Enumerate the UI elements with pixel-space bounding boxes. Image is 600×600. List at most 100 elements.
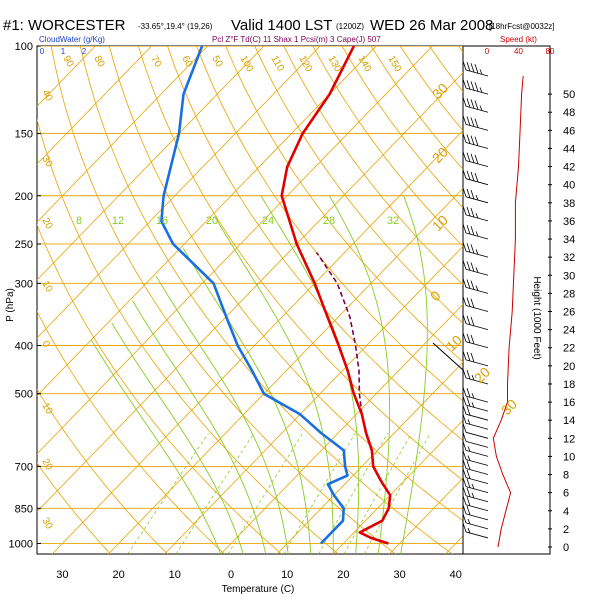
right-isotherm-label: 30	[498, 396, 520, 418]
dry-adiabat-line	[37, 223, 282, 554]
wind-barb-staff	[465, 459, 489, 466]
legend-parcel-params: Pcl Z°F Td(C) 11 Shax 1 Pcsi(m) 3 Cape(J…	[212, 35, 381, 44]
wind-barb-flag	[462, 468, 467, 478]
wind-barb-half	[467, 419, 471, 425]
chart-date: WED 26 Mar 2008	[370, 17, 493, 34]
wind-barb-staff	[465, 522, 489, 530]
right-y-axis-label: Height (1000 Feet)	[531, 276, 542, 359]
right-isotherm-label: 20	[471, 364, 493, 386]
wind-barb-half	[471, 375, 475, 381]
height-tick-label: 10	[563, 451, 575, 463]
wind-barb-staff	[465, 431, 489, 439]
wind-barb-flag	[462, 169, 467, 179]
wind-barb-flag	[462, 296, 467, 306]
left-isotherm-label: 40	[39, 88, 54, 104]
wind-frame	[462, 45, 551, 555]
wind-barb-flag	[466, 243, 471, 253]
wind-barb-flag	[466, 351, 471, 362]
chart-valid: Valid 1400 LST	[231, 17, 332, 34]
dry-adiabat-line	[79, 46, 453, 554]
wind-barb-half	[471, 492, 475, 499]
wind-barb-flag	[474, 172, 479, 183]
wind-barb-flag	[462, 386, 467, 397]
wind-barb-flag	[470, 81, 475, 91]
speed-tick-label: 40	[514, 47, 523, 56]
wind-barb-staff	[465, 495, 489, 503]
wind-barb	[462, 477, 489, 494]
wind-barb-flag	[462, 477, 467, 487]
wind-barb-half	[467, 518, 471, 525]
wind-barb	[462, 223, 489, 240]
isobar-lines	[37, 46, 463, 544]
wind-barb-flag	[466, 116, 471, 126]
temperature-tick-label: 10	[169, 569, 181, 581]
wind-barb	[462, 278, 489, 294]
wind-barb-flag	[466, 397, 471, 407]
wind-barb	[462, 450, 489, 466]
wind-barb-flag	[466, 406, 471, 416]
wind-barb-flag	[466, 297, 471, 307]
wind-barb-flag	[462, 450, 467, 460]
moist-adiabat-label: 8	[76, 215, 82, 227]
wind-barb-flag	[466, 469, 471, 479]
wind-barb-flag	[462, 260, 467, 270]
temperature-tick-label: 40	[450, 569, 462, 581]
cloudwater-tick-label: 2	[82, 47, 87, 56]
wind-barb-staff	[465, 531, 489, 539]
isotherm-line	[276, 361, 463, 554]
isotherm-line	[37, 46, 321, 339]
wind-barb-flag	[470, 207, 475, 218]
wind-barb	[462, 386, 489, 403]
wind-barb	[462, 504, 489, 521]
pressure-tick-label: 1000	[9, 538, 33, 550]
moist-adiabat-line	[132, 300, 267, 554]
wind-barb-flag	[462, 486, 467, 496]
wind-barb-flag	[462, 522, 467, 533]
wind-barb-flag	[466, 261, 471, 271]
mixing-ratio-line	[343, 432, 412, 554]
top-isotherm-label: 120	[296, 54, 314, 74]
temperature-tick-label: 20	[337, 569, 349, 581]
wind-barb-flag	[474, 118, 479, 128]
dry-adiabat-line	[37, 118, 339, 554]
wind-barb-flag	[466, 170, 471, 180]
moist-adiabat-line	[182, 247, 312, 554]
right-isotherm-label: 0	[427, 287, 444, 304]
mixing-ratio-line	[283, 432, 356, 554]
wind-barb-flag	[470, 226, 475, 236]
wind-barb-staff	[465, 395, 489, 403]
pressure-tick-label: 850	[15, 503, 33, 515]
mixing-ratio-line	[127, 432, 209, 554]
left-isotherm-label: 10	[39, 279, 54, 295]
wind-barb	[462, 97, 489, 113]
wind-barb-flag	[470, 280, 475, 290]
height-tick-label: 20	[563, 361, 575, 373]
wind-barb-flag	[466, 206, 471, 217]
wind-barb-flag	[462, 332, 467, 342]
chart-forecast: [18hrFcst@0032z]	[489, 22, 554, 31]
speed-tick-label: 80	[546, 47, 555, 56]
wind-barb-flag	[462, 432, 467, 442]
height-tick-label: 12	[563, 433, 575, 445]
pressure-tick-label: 150	[15, 129, 33, 141]
dry-adiabat-line	[196, 46, 463, 402]
top-isotherm-label: 90	[60, 54, 75, 70]
wind-barb	[462, 332, 489, 349]
wind-barb-half	[475, 194, 479, 201]
pressure-tick-label: 300	[15, 278, 33, 290]
wind-barb-staff	[465, 477, 489, 484]
wind-barb-half	[479, 87, 483, 93]
wind-barb-half	[471, 483, 475, 490]
legend-cloudwater: CloudWater (g/Kg)	[39, 35, 105, 44]
isotherm-line	[37, 46, 433, 455]
wind-barb-flag	[462, 495, 467, 505]
wind-barb-flag	[466, 279, 471, 289]
isotherm-line	[108, 187, 463, 554]
top-isotherm-label: 140	[355, 54, 373, 74]
wind-barb-staff	[465, 359, 489, 367]
top-isotherm-label: 60	[179, 54, 194, 70]
wind-barb-flag	[462, 396, 467, 406]
wind-barb-half	[475, 213, 479, 219]
dry-adiabat-line	[108, 46, 463, 522]
parcel-line	[315, 251, 363, 415]
